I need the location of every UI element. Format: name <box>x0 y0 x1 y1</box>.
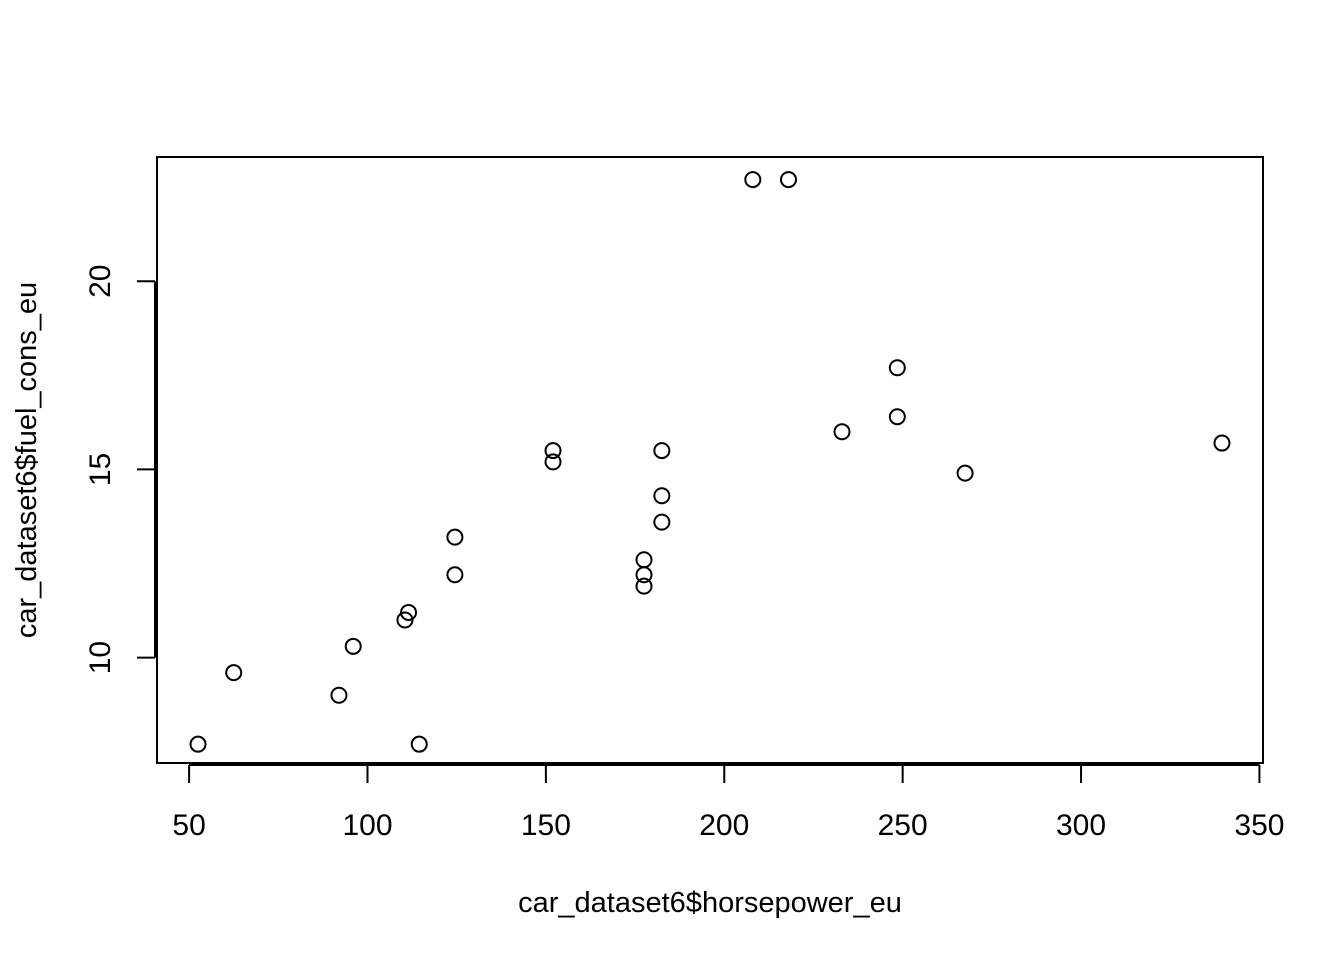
data-point <box>653 442 671 460</box>
data-points <box>189 171 1231 753</box>
data-point <box>1213 434 1231 452</box>
data-point <box>225 664 243 682</box>
data-point <box>544 453 562 471</box>
data-point <box>400 603 418 621</box>
data-point <box>956 464 974 482</box>
data-point <box>189 735 207 753</box>
x-tick-label: 250 <box>878 809 928 842</box>
data-point <box>330 686 348 704</box>
data-point <box>544 442 562 460</box>
x-tick-label: 200 <box>699 809 749 842</box>
data-point <box>410 735 428 753</box>
data-point <box>446 528 464 546</box>
x-axis-label: car_dataset6$horsepower_eu <box>518 887 902 919</box>
y-tick-label: 10 <box>84 641 117 674</box>
x-tick-label: 100 <box>342 809 392 842</box>
x-tick-label: 50 <box>172 809 205 842</box>
y-axis: 10 15 20 <box>84 265 156 674</box>
data-point <box>744 171 762 189</box>
data-point <box>779 171 797 189</box>
x-axis: 50 100 150 200 250 300 350 <box>172 764 1284 842</box>
data-point <box>833 423 851 441</box>
x-tick-label: 350 <box>1234 809 1284 842</box>
data-point <box>446 566 464 584</box>
data-point <box>635 577 653 595</box>
y-tick-label: 20 <box>84 265 117 298</box>
data-point <box>888 408 906 426</box>
x-tick-label: 300 <box>1056 809 1106 842</box>
data-point <box>653 513 671 531</box>
data-point <box>635 566 653 584</box>
x-tick-label: 150 <box>521 809 571 842</box>
data-point <box>635 551 653 569</box>
y-axis-label: car_dataset6$fuel_cons_eu <box>11 282 43 638</box>
data-point <box>653 487 671 505</box>
data-point <box>888 359 906 377</box>
data-point <box>344 637 362 655</box>
y-tick-label: 15 <box>84 453 117 486</box>
plot-box <box>156 156 1264 764</box>
